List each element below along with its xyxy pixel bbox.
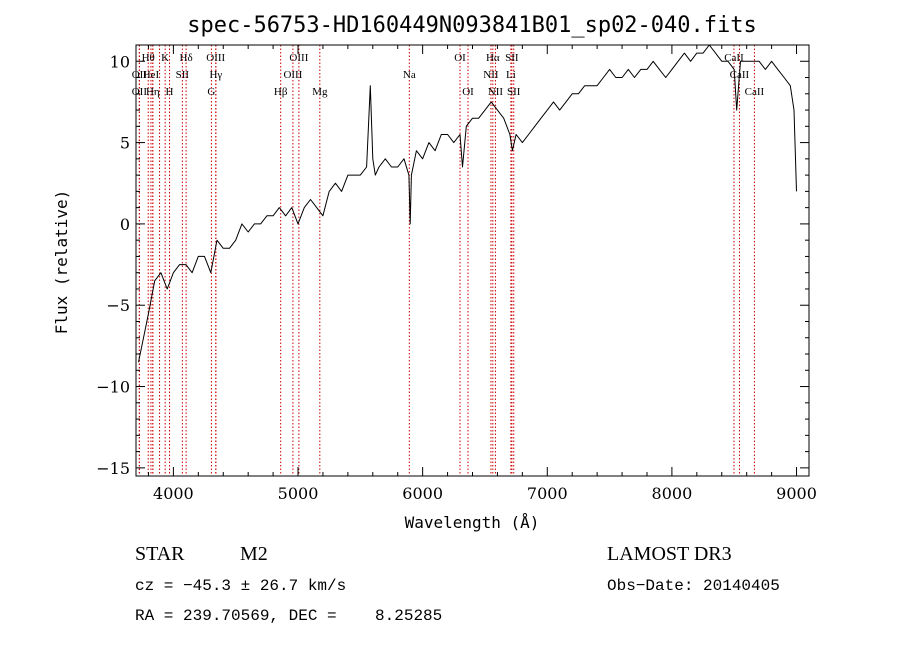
x-tick-label: 5000 <box>278 484 319 503</box>
line-marker-label: CaII <box>724 52 744 64</box>
spectrum-line <box>138 44 797 363</box>
line-marker-label: SII <box>507 86 521 98</box>
line-marker-label: K <box>161 52 169 64</box>
line-marker-label: Hθ <box>142 52 155 64</box>
line-marker-label: OIII <box>283 69 302 81</box>
y-tick-label: 10 <box>110 52 130 71</box>
x-tick-label: 9000 <box>776 484 817 503</box>
object-class: STAR <box>135 543 185 565</box>
line-marker-label: Hδ <box>180 52 193 64</box>
spectrum-info: STAR M2 LAMOST DR3 cz = −45.3 ± 26.7 km/… <box>135 543 780 625</box>
line-marker-label: SII <box>505 52 519 64</box>
x-tick-label: 4000 <box>153 484 194 503</box>
redshift-cz: cz = −45.3 ± 26.7 km/s <box>135 577 346 595</box>
line-marker-label: Na <box>403 69 416 81</box>
y-tick-label: 5 <box>120 134 130 153</box>
y-tick-label: 0 <box>120 215 130 234</box>
plot-frame <box>135 44 810 477</box>
object-subclass: M2 <box>240 543 268 565</box>
y-tick-label: −15 <box>96 459 130 478</box>
y-axis-title: Flux (relative) <box>52 190 71 335</box>
line-marker-label: NII <box>488 86 504 98</box>
line-marker-label: Hβ <box>274 86 288 98</box>
line-marker-label: Li <box>506 69 516 81</box>
line-marker-label: Hα <box>486 52 500 64</box>
x-tick-label: 8000 <box>652 484 693 503</box>
x-axis-title: Wavelength (Å) <box>405 513 540 532</box>
ra-dec: RA = 239.70569, DEC = 8.25285 <box>135 607 442 625</box>
x-tick-label: 6000 <box>402 484 443 503</box>
line-marker-label: H <box>166 86 174 98</box>
y-axis: −15 −10 −5 0 5 10 <box>96 52 809 478</box>
line-marker-label: OIII <box>289 52 308 64</box>
x-tick-label: 7000 <box>527 484 568 503</box>
line-marker-label: OIII <box>206 52 225 64</box>
line-marker-label: CaII <box>745 86 765 98</box>
line-marker-label: Hη <box>146 86 160 98</box>
line-marker-label: Hγ <box>209 69 222 81</box>
y-tick-label: −10 <box>96 378 130 397</box>
survey-name: LAMOST DR3 <box>607 543 732 565</box>
line-marker-label: Mg <box>312 86 328 98</box>
chart-title: spec-56753-HD160449N093841B01_sp02-040.f… <box>187 13 757 38</box>
line-marker-label: HeI <box>143 69 160 81</box>
line-markers <box>138 45 755 476</box>
line-marker-label: NII <box>483 69 499 81</box>
line-marker-label: OI <box>462 86 474 98</box>
line-marker-label: OI <box>454 52 466 64</box>
line-marker-label: SII <box>176 69 190 81</box>
y-tick-label: −5 <box>106 296 130 315</box>
line-marker-label: G <box>207 86 215 98</box>
observation-date: Obs−Date: 20140405 <box>607 577 780 595</box>
x-axis: 4000 5000 6000 7000 8000 9000 <box>147 45 817 503</box>
